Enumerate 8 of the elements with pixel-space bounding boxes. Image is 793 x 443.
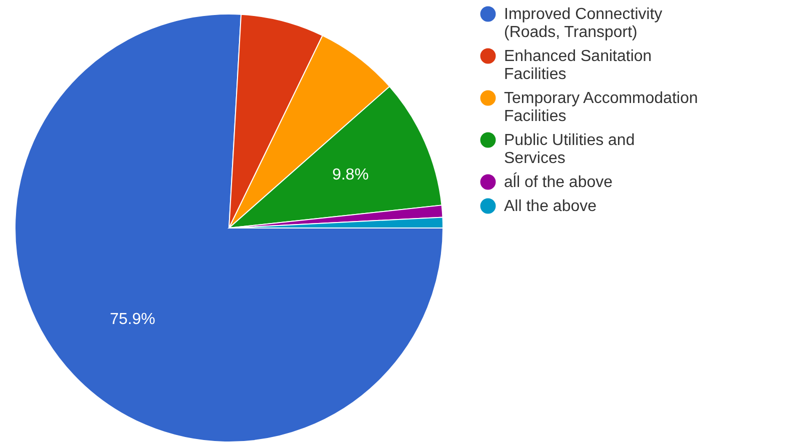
data-label: 9.8% (332, 166, 369, 184)
legend-label: aĺl of the above (504, 172, 613, 191)
legend-label: Improved Connectivity (Roads, Transport) (504, 6, 662, 41)
legend-label: Public Utilities and Services (504, 132, 635, 167)
data-label: 75.9% (110, 311, 156, 328)
legend-label: Enhanced Sanitation Facilities (504, 48, 652, 83)
legend-label: All the above (504, 198, 597, 215)
legend-label: Temporary Accommodation Facilities (504, 90, 698, 125)
